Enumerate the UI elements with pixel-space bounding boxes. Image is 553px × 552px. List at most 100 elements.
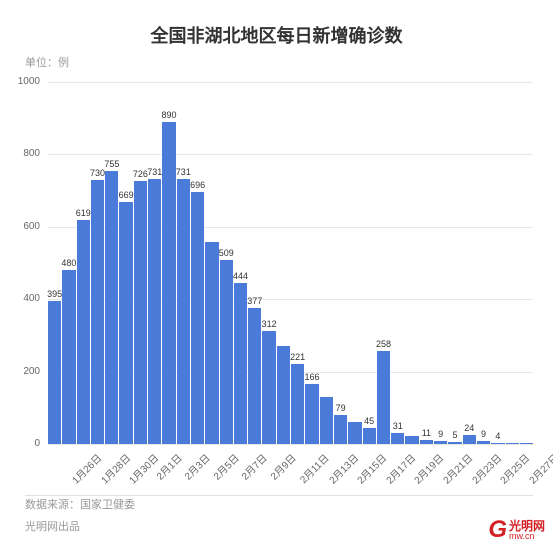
bar: 45 (363, 428, 376, 444)
bar-slot: 730 (91, 82, 104, 444)
bar-slot: 726 (134, 82, 147, 444)
bar-value-label: 696 (190, 181, 205, 190)
bar-slot: 79 (334, 82, 347, 444)
chart-container: 全国非湖北地区每日新增确诊数 单位：例 02004006008001000 39… (0, 0, 553, 552)
y-tick-label: 600 (23, 222, 40, 232)
bar: 726 (134, 181, 147, 444)
y-axis: 02004006008001000 (0, 82, 46, 444)
bar (277, 346, 290, 444)
bar-value-label: 509 (219, 249, 234, 258)
y-tick-label: 200 (23, 367, 40, 377)
y-tick-label: 400 (23, 294, 40, 304)
bar-slot (277, 82, 290, 444)
bar: 444 (234, 283, 247, 444)
bar-slot: 5 (448, 82, 461, 444)
bar-value-label: 730 (90, 169, 105, 178)
bar-value-label: 11 (422, 429, 431, 438)
x-tick-label: 2月21日 (439, 450, 476, 487)
bar-slot: 312 (262, 82, 275, 444)
x-tick-label: 2月13日 (325, 450, 362, 487)
bar-slot: 731 (177, 82, 190, 444)
x-tick-label: 1月26日 (68, 450, 105, 487)
y-tick-label: 1000 (18, 77, 40, 87)
bar-slot: 258 (377, 82, 390, 444)
unit-label: 单位：例 (25, 54, 69, 70)
bar-slot: 377 (248, 82, 261, 444)
bar-slot (520, 82, 533, 444)
bar: 731 (177, 179, 190, 444)
bar-value-label: 4 (495, 432, 500, 441)
bar-slot: 45 (363, 82, 376, 444)
bar-value-label: 726 (133, 170, 148, 179)
bar-value-label: 731 (176, 168, 191, 177)
bar-value-label: 444 (233, 272, 248, 281)
bar-value-label: 9 (438, 430, 443, 439)
x-tick-label: 2月15日 (353, 450, 390, 487)
logo-cn: 光明网 (509, 520, 545, 532)
bar: 509 (220, 260, 233, 444)
bar-slot: 890 (162, 82, 175, 444)
bar-value-label: 221 (290, 353, 305, 362)
bar (348, 422, 361, 444)
bar: 24 (463, 435, 476, 444)
data-source: 数据来源：国家卫健委 (25, 496, 135, 512)
bar-slot: 444 (234, 82, 247, 444)
bar-value-label: 377 (247, 297, 262, 306)
y-tick-label: 800 (23, 149, 40, 159)
bar-value-label: 9 (481, 430, 486, 439)
bar-value-label: 31 (393, 422, 403, 431)
bar: 619 (77, 220, 90, 444)
bar-slot: 166 (305, 82, 318, 444)
bar: 377 (248, 308, 261, 444)
bar: 480 (62, 270, 75, 444)
bar-value-label: 312 (262, 320, 277, 329)
bar-slot: 619 (77, 82, 90, 444)
x-tick-label: 2月17日 (382, 450, 419, 487)
logo-g-icon: G (488, 518, 507, 542)
x-tick-label: 2月25日 (496, 450, 533, 487)
bar-slot: 24 (463, 82, 476, 444)
bar-slot: 221 (291, 82, 304, 444)
bar (205, 242, 218, 444)
bar-value-label: 5 (452, 431, 457, 440)
logo-text: 光明网 mw.cn (509, 520, 545, 541)
bar: 696 (191, 192, 204, 444)
bar: 312 (262, 331, 275, 444)
bar-slot: 4 (491, 82, 504, 444)
bars: 3954806197307556697267318907316965094443… (48, 82, 533, 444)
bar-value-label: 258 (376, 340, 391, 349)
bar-value-label: 755 (104, 160, 119, 169)
bar-slot: 9 (434, 82, 447, 444)
bar-slot: 669 (119, 82, 132, 444)
bar (405, 436, 418, 444)
brand-logo: G 光明网 mw.cn (488, 518, 545, 542)
x-tick-label: 2月27日 (524, 450, 553, 487)
bar-value-label: 890 (162, 111, 177, 120)
x-tick-label: 1月28日 (96, 450, 133, 487)
bar-value-label: 24 (464, 424, 474, 433)
bar: 79 (334, 415, 347, 444)
bar-slot (506, 82, 519, 444)
logo-url: mw.cn (509, 532, 545, 541)
bar-slot: 731 (148, 82, 161, 444)
bar: 31 (391, 433, 404, 444)
bar-value-label: 79 (336, 404, 346, 413)
bar-value-label: 395 (47, 290, 62, 299)
x-tick-label: 2月7日 (237, 450, 270, 483)
bar-value-label: 480 (61, 259, 76, 268)
bar-slot (405, 82, 418, 444)
bar-slot (320, 82, 333, 444)
bar-slot: 395 (48, 82, 61, 444)
x-tick-label: 2月19日 (410, 450, 447, 487)
producer-label: 光明网出品 (25, 518, 80, 534)
bar-slot: 11 (420, 82, 433, 444)
x-axis: 1月26日1月28日1月30日2月1日2月3日2月5日2月7日2月9日2月11日… (48, 444, 533, 494)
bar: 755 (105, 171, 118, 444)
bar-value-label: 45 (364, 417, 374, 426)
bar: 395 (48, 301, 61, 444)
x-tick-label: 2月23日 (467, 450, 504, 487)
bar (320, 397, 333, 444)
bar: 731 (148, 179, 161, 444)
bar: 669 (119, 202, 132, 444)
bar-slot: 755 (105, 82, 118, 444)
